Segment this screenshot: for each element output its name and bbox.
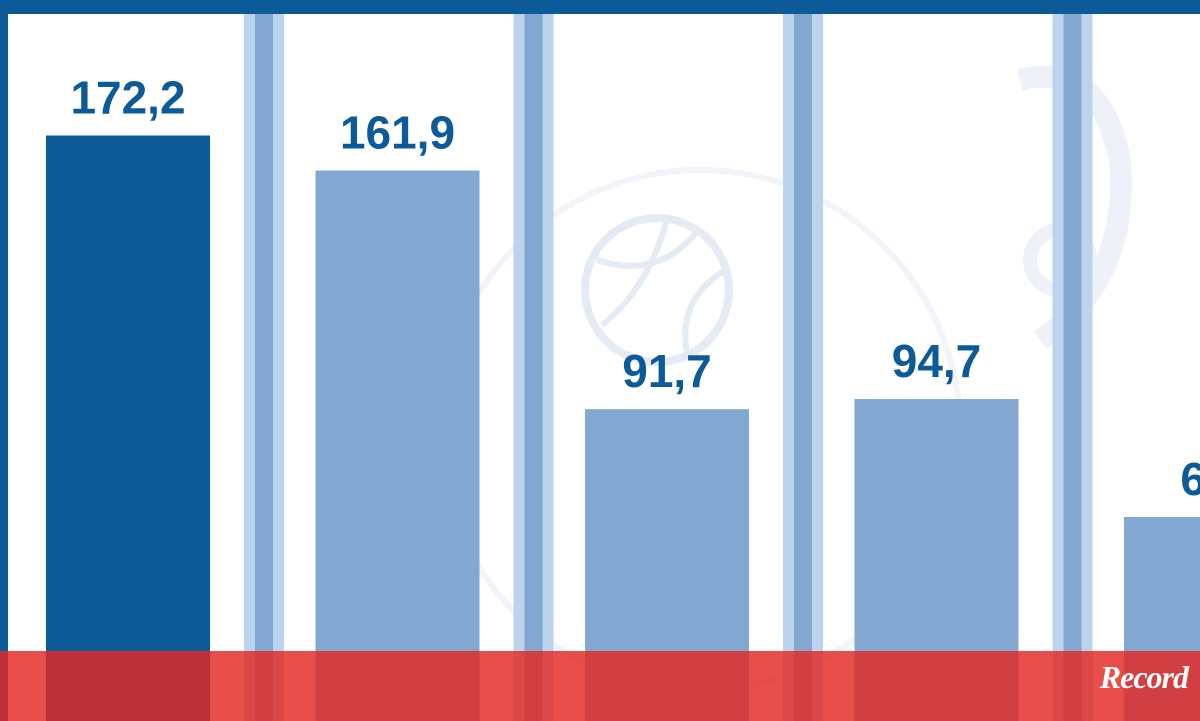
bar xyxy=(315,170,480,721)
brand-logo: Record xyxy=(1099,659,1189,695)
top-frame-rule xyxy=(0,0,1200,14)
bar-value-label: 91,7 xyxy=(622,345,712,397)
left-frame-rule xyxy=(0,0,8,721)
column-divider-core xyxy=(794,14,812,721)
column-divider-core xyxy=(524,14,543,721)
column-divider-core xyxy=(255,14,273,721)
footer-bar: Record xyxy=(0,651,1200,721)
bar-value-label: 60 xyxy=(1180,453,1200,505)
bar-value-label: 94,7 xyxy=(892,335,982,387)
bar xyxy=(46,135,210,721)
bar-value-label: 172,2 xyxy=(70,72,185,124)
bar-value-label: 161,9 xyxy=(340,107,455,159)
column-divider-core xyxy=(1063,14,1082,721)
volleyball-icon xyxy=(581,214,733,366)
